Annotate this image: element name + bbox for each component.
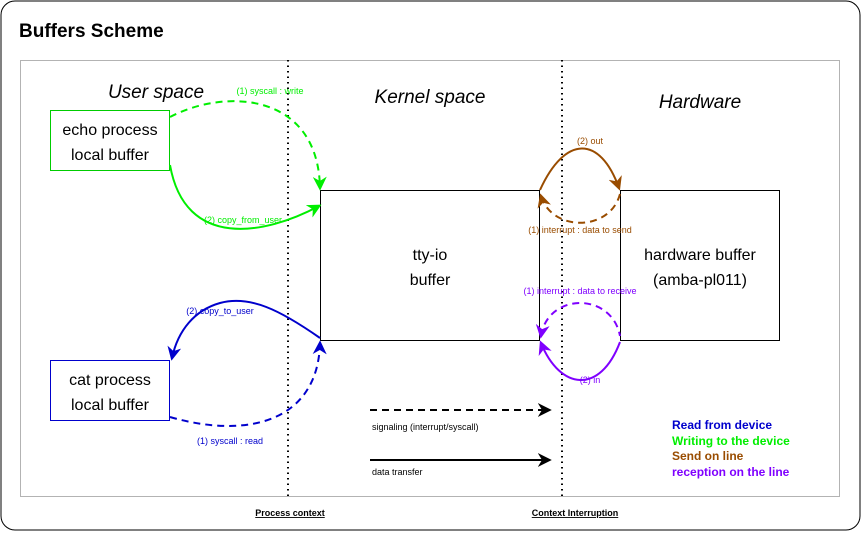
interrupt-receive-arrow <box>535 302 621 339</box>
tty-io-label: tty-io <box>413 247 448 264</box>
context-interruption-label: Context Interruption <box>532 508 619 518</box>
user-space-label: User space <box>108 82 204 103</box>
out-label: (2) out <box>577 136 604 146</box>
cat-process-label: cat process <box>69 372 151 389</box>
hardware-model-label: (amba-pl011) <box>653 272 747 289</box>
interrupt-receive-label: (1) interrupt : data to receive <box>523 286 636 296</box>
signaling-legend-label: signaling (interrupt/syscall) <box>372 422 479 432</box>
syscall-write-arrow <box>169 100 327 191</box>
legend-send-on-line: Send on line <box>672 449 744 463</box>
cat-buffer-label: local buffer <box>71 397 150 414</box>
hardware-buffer-label: hardware buffer <box>644 247 756 264</box>
legend-reception-on-line: reception on the line <box>672 465 790 479</box>
interrupt-send-arrow <box>537 193 621 224</box>
copy-from-user-arrow <box>169 164 322 230</box>
diagram-title: Buffers Scheme <box>19 21 164 42</box>
inner-frame <box>20 60 840 497</box>
tty-buffer-label: buffer <box>410 272 451 289</box>
cat-process-box <box>50 360 170 421</box>
kernel-space-label: Kernel space <box>375 87 486 108</box>
legend-writing-to-device: Writing to the device <box>672 434 790 448</box>
echo-process-label: echo process <box>62 122 157 139</box>
hardware-buffer-box <box>620 190 780 341</box>
copy-to-user-label: (2) copy_to_user <box>186 306 254 316</box>
tty-io-buffer-box <box>320 190 540 341</box>
process-context-label: Process context <box>255 508 325 518</box>
echo-process-box <box>50 110 170 171</box>
hardware-label: Hardware <box>659 92 741 113</box>
copy-to-user-arrow <box>167 299 321 361</box>
syscall-read-label: (1) syscall : read <box>197 436 263 446</box>
transfer-legend-label: data transfer <box>372 467 423 477</box>
in-label: (2) in <box>580 375 601 385</box>
interrupt-send-label: (1) interrupt : data to send <box>528 225 632 235</box>
echo-buffer-label: local buffer <box>71 147 150 164</box>
copy-from-user-label: (2) copy_from_user <box>204 215 282 225</box>
legend-read-from-device: Read from device <box>672 418 772 432</box>
in-arrow <box>538 340 621 381</box>
syscall-read-arrow <box>169 340 327 427</box>
out-arrow <box>539 147 622 191</box>
syscall-write-label: (1) syscall : write <box>236 86 303 96</box>
